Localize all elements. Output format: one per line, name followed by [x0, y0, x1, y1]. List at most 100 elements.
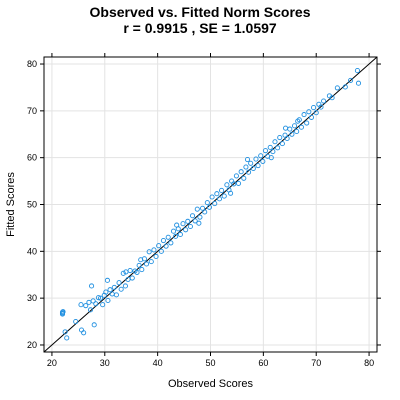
data-point	[197, 214, 203, 220]
data-point	[200, 205, 206, 211]
data-point	[228, 190, 234, 196]
data-point	[334, 85, 340, 91]
data-point	[258, 153, 264, 159]
chart-subtitle: r = 0.9915 , SE = 1.0597	[123, 20, 277, 36]
data-point	[116, 280, 122, 286]
data-point	[123, 269, 129, 275]
data-point	[60, 309, 66, 315]
data-point	[204, 200, 210, 206]
x-axis-label: Observed Scores	[168, 378, 253, 390]
data-point	[209, 194, 215, 200]
data-point	[174, 222, 180, 228]
data-point	[100, 302, 106, 308]
y-tick-label: 70	[27, 106, 37, 116]
data-point	[268, 155, 274, 161]
data-point	[93, 301, 99, 307]
data-point	[279, 141, 285, 147]
data-point	[160, 238, 167, 244]
y-tick-label: 80	[27, 59, 37, 69]
data-point	[243, 164, 249, 170]
data-point	[107, 287, 113, 293]
data-point	[125, 276, 131, 282]
data-point	[185, 218, 191, 224]
data-point	[318, 104, 324, 110]
data-point	[287, 126, 293, 132]
data-point	[177, 231, 183, 238]
data-point	[103, 289, 109, 295]
data-point	[224, 182, 230, 188]
data-point	[355, 80, 362, 86]
y-tick-label: 40	[27, 246, 37, 256]
data-point	[118, 286, 124, 292]
data-point	[138, 257, 144, 263]
data-point	[91, 322, 97, 328]
data-point	[241, 175, 247, 181]
data-point	[206, 204, 212, 210]
x-tick-label: 40	[153, 358, 163, 368]
data-point	[168, 240, 174, 246]
data-point	[219, 187, 225, 194]
x-tick-label: 30	[100, 358, 110, 368]
data-point	[187, 223, 193, 230]
data-point	[250, 165, 256, 171]
y-axis-ticks: 20 30 40 50 60 70 80	[27, 59, 381, 350]
data-point	[301, 112, 307, 118]
data-point	[277, 134, 283, 141]
data-point	[105, 297, 111, 304]
x-tick-label: 70	[311, 358, 321, 368]
data-point	[329, 95, 335, 101]
data-point	[148, 259, 154, 265]
data-point	[127, 267, 133, 274]
data-point	[151, 247, 157, 253]
data-point	[64, 335, 70, 341]
data-point	[139, 267, 145, 273]
data-point	[173, 233, 179, 239]
x-tick-label: 20	[47, 358, 57, 368]
data-point	[306, 109, 312, 115]
data-point	[212, 201, 218, 207]
y-tick-label: 20	[27, 340, 37, 350]
data-point	[109, 291, 115, 297]
data-point	[83, 303, 89, 309]
data-point	[238, 169, 244, 175]
data-point	[111, 284, 117, 290]
data-point	[146, 249, 152, 255]
data-point	[342, 84, 348, 90]
data-point	[284, 135, 290, 142]
data-point	[235, 180, 242, 186]
data-point	[321, 98, 327, 104]
data-point	[143, 261, 150, 267]
data-point	[313, 110, 319, 116]
data-point	[304, 120, 310, 126]
data-point	[78, 302, 84, 308]
data-point	[253, 156, 259, 162]
data-points	[59, 68, 362, 341]
data-point	[104, 277, 110, 283]
data-point	[233, 173, 239, 179]
data-point	[87, 307, 94, 313]
x-axis-ticks: 20 30 40 50 60 70 80	[47, 53, 374, 368]
data-point	[311, 105, 317, 111]
data-point	[136, 262, 142, 268]
data-point	[221, 193, 227, 199]
data-point	[298, 124, 304, 130]
data-point	[214, 191, 220, 197]
data-point	[244, 156, 251, 163]
data-point	[73, 319, 79, 325]
data-point	[165, 234, 171, 240]
data-point	[153, 253, 159, 260]
x-tick-label: 60	[258, 358, 268, 368]
data-point	[90, 298, 96, 304]
data-point	[354, 68, 360, 74]
y-tick-label: 30	[27, 293, 37, 303]
data-point	[163, 243, 169, 249]
data-point	[262, 148, 269, 154]
data-point	[62, 329, 68, 335]
data-point	[348, 77, 354, 83]
data-point	[294, 128, 300, 135]
data-point	[308, 114, 315, 120]
data-point	[81, 330, 87, 336]
chart-title: Observed vs. Fitted Norm Scores	[89, 4, 311, 20]
data-point	[246, 169, 252, 175]
